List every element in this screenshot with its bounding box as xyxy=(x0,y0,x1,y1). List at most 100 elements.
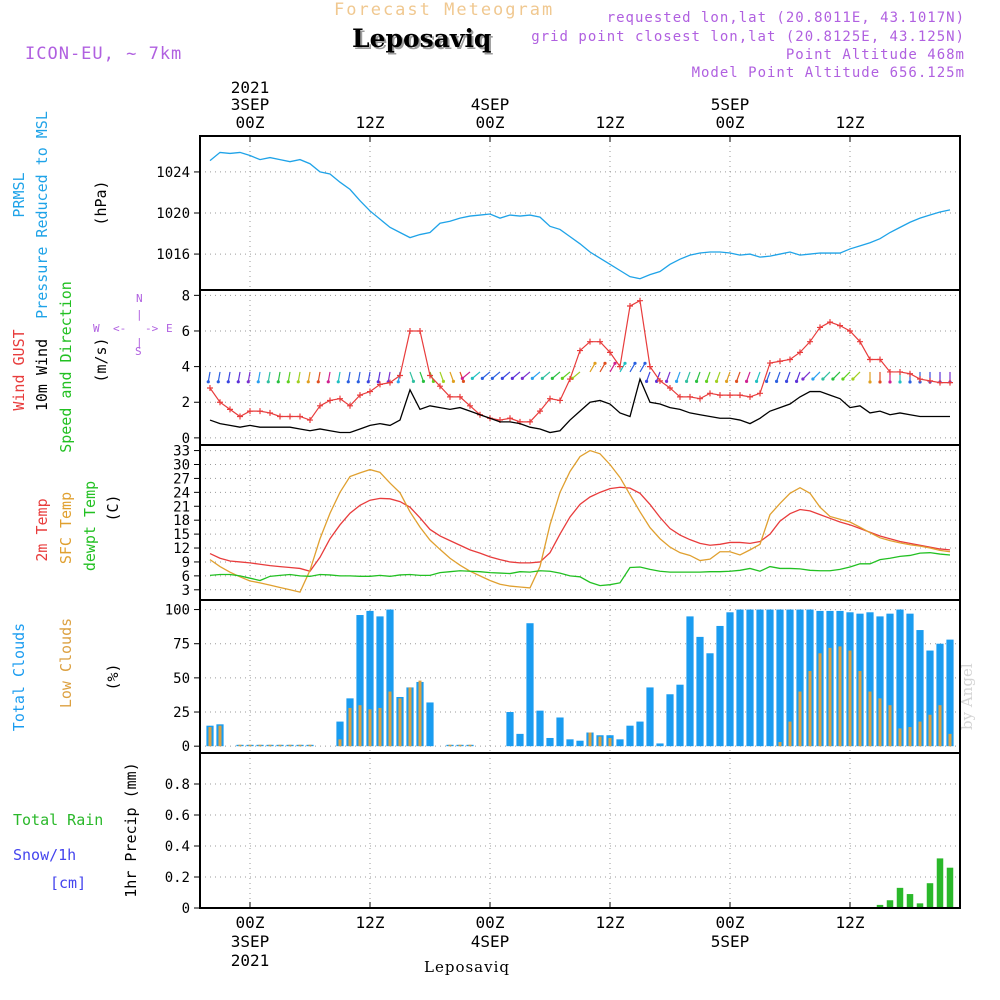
y-tick-label: 0.4 xyxy=(165,839,190,855)
wind-arrow xyxy=(676,371,681,382)
gust-marker xyxy=(597,338,603,345)
gust-marker xyxy=(877,356,883,363)
wind-arrow-head xyxy=(236,380,240,384)
gust-marker xyxy=(907,370,913,377)
wind-arrow xyxy=(237,371,241,382)
wind-arrow-head xyxy=(633,361,637,365)
bottom-time-label: 3SEP xyxy=(231,932,270,951)
wind-arrow xyxy=(521,371,531,379)
wind-arrow xyxy=(511,371,521,379)
rain-bar xyxy=(906,894,914,908)
gust-marker xyxy=(667,384,673,391)
wind-arrow-head xyxy=(530,376,534,380)
snow-unit-label: [cm] xyxy=(50,874,86,892)
pressure-label-name: Pressure Reduced to MSL xyxy=(33,111,51,319)
low-cloud-bar xyxy=(928,714,932,747)
footer-location: Leposaviq xyxy=(424,958,510,976)
total-cloud-bar xyxy=(916,630,924,747)
wind-arrow-head xyxy=(593,361,597,365)
wind-arrow-head xyxy=(801,377,805,381)
total-cloud-bar xyxy=(366,610,374,747)
total-cloud-bar xyxy=(626,725,634,747)
wind-arrow xyxy=(317,371,321,382)
y-tick-label: 2 xyxy=(182,395,190,411)
wind-arrow xyxy=(812,371,821,380)
wind-arrow-head xyxy=(868,380,872,384)
clouds-unit-label: (%) xyxy=(104,663,122,690)
panel-frame xyxy=(199,752,961,909)
gust-marker xyxy=(637,297,643,304)
total-cloud-bar xyxy=(706,653,714,747)
total-cloud-bar xyxy=(616,739,624,747)
y-tick-label: 0 xyxy=(182,431,190,447)
wind-arrow-head xyxy=(898,380,902,384)
wind-arrow xyxy=(716,371,721,382)
wind-arrow-head xyxy=(603,361,607,365)
wind-arrow-head xyxy=(664,379,669,383)
wind-arrow xyxy=(481,371,491,379)
compass-bar-top: | xyxy=(136,308,143,321)
gust-marker xyxy=(277,413,283,420)
wind-arrow xyxy=(247,371,251,382)
low-cloud-bar xyxy=(248,744,252,747)
wind-arrow-head xyxy=(396,380,400,384)
total-cloud-bar xyxy=(926,650,934,747)
y-tick-label: 0.6 xyxy=(165,808,190,824)
y-tick-label: 6 xyxy=(182,569,190,585)
wind-arrow-head xyxy=(821,377,825,381)
gust-marker xyxy=(547,395,553,402)
wind-arrow xyxy=(852,371,861,380)
total-cloud-bar xyxy=(356,615,364,747)
top-time-label: 4SEP xyxy=(471,95,510,114)
wind-arrow-head xyxy=(764,379,769,383)
total-cloud-bar xyxy=(376,616,384,747)
wind-arrow xyxy=(736,371,741,382)
gust-marker xyxy=(797,349,803,356)
top-time-label: 12Z xyxy=(836,113,865,132)
wind-arrow xyxy=(599,362,606,373)
total-cloud-bar xyxy=(866,612,874,747)
gust-marker xyxy=(787,356,793,363)
wind-arrow xyxy=(257,371,261,382)
compass-e: E xyxy=(166,322,173,335)
wind-arrow xyxy=(639,362,646,373)
low-cloud-bar xyxy=(268,744,272,747)
total-cloud-bar xyxy=(766,609,774,747)
gust-marker xyxy=(207,384,213,391)
gust-marker xyxy=(917,376,923,383)
wind-arrow xyxy=(491,371,501,379)
wind-arrow-head xyxy=(831,377,835,381)
wind-arrow-head xyxy=(296,380,300,384)
bottom-time-label: 2021 xyxy=(231,951,270,970)
wind-arrow xyxy=(449,371,454,382)
total-cloud-bar xyxy=(906,613,914,747)
gust-marker xyxy=(327,397,333,404)
rain-bar xyxy=(876,904,884,908)
total-cloud-bar xyxy=(576,740,584,747)
low-cloud-bar xyxy=(918,721,922,747)
gust-marker xyxy=(757,390,763,397)
wind-arrow-head xyxy=(684,379,689,383)
wind-arrow-head xyxy=(276,380,280,384)
wind-arrow-head xyxy=(560,376,564,380)
gust-marker xyxy=(567,376,573,383)
top-time-label: 3SEP xyxy=(231,95,270,114)
gust-marker xyxy=(427,372,433,379)
gust-marker xyxy=(467,402,473,409)
gust-marker xyxy=(437,383,443,390)
low-cloud-bar xyxy=(218,725,222,747)
wind-arrow xyxy=(337,371,341,382)
low-cloud-bar xyxy=(448,744,452,747)
total-cloud-bar xyxy=(526,623,534,747)
rain-bar xyxy=(896,887,904,908)
rain-bar xyxy=(946,867,954,908)
wind-arrow xyxy=(609,362,616,373)
wind-arrow-head xyxy=(286,380,290,384)
bottom-time-label: 5SEP xyxy=(711,932,750,951)
wind-arrow-head xyxy=(550,376,554,380)
gust-marker xyxy=(247,408,253,415)
gust-marker xyxy=(297,413,303,420)
wind-arrow xyxy=(629,362,636,373)
total-cloud-bar xyxy=(336,721,344,747)
bottom-time-label: 4SEP xyxy=(471,932,510,951)
